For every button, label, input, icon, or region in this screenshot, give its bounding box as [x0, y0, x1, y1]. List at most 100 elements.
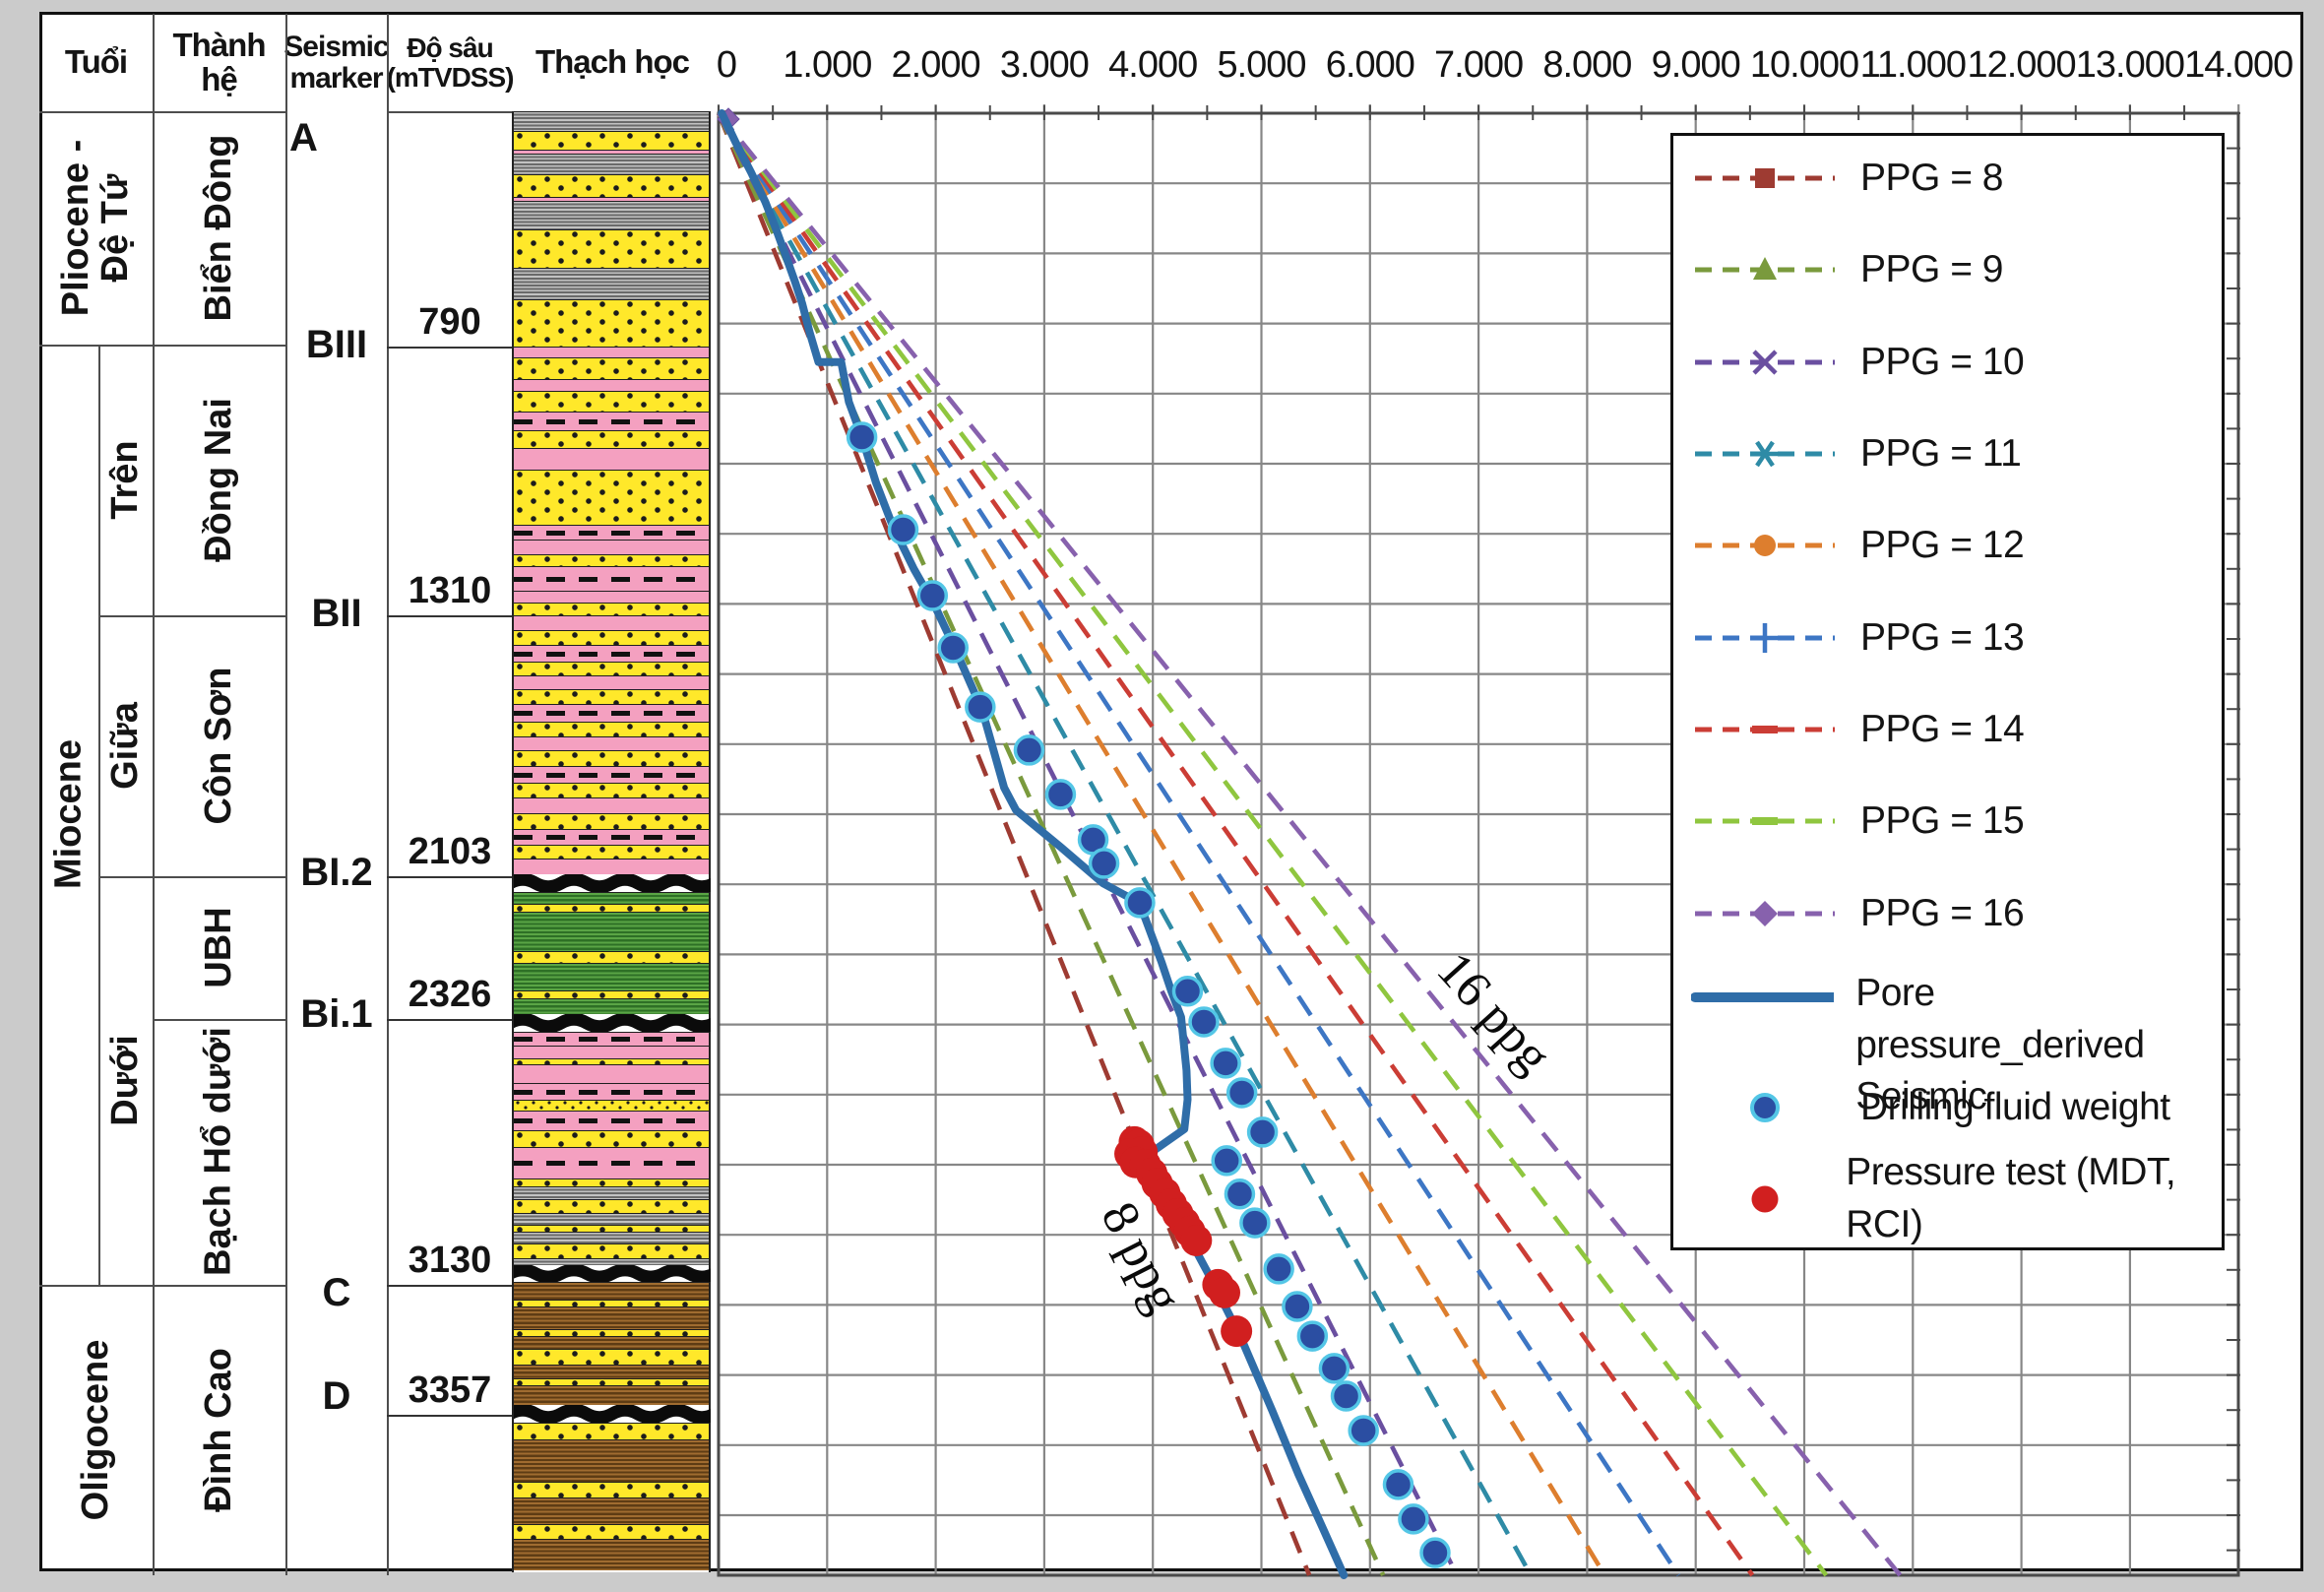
litho-band-pinkdash: [514, 766, 709, 783]
unconformity-wave: [514, 1014, 711, 1032]
litho-band-gray: [514, 1258, 709, 1265]
legend-item-ppg-8: PPG = 8: [1691, 149, 2004, 208]
litho-band-pinkdash: [514, 1147, 709, 1178]
ppg-line-12: [717, 111, 1607, 1577]
depth-2103: 2103: [408, 831, 492, 872]
litho-band-brown: [514, 1306, 709, 1329]
legend-item-pressure-test-mdt-rci-: Pressure test (MDT, RCI): [1691, 1151, 2222, 1245]
header-age: Tuổi: [64, 43, 128, 81]
divider: [98, 345, 100, 1285]
litho-band-sand: [514, 1058, 709, 1064]
legend-symbol-dash: [1695, 726, 1835, 733]
divider: [39, 111, 285, 113]
header-depth: Độ sâu (mTVDSS): [386, 32, 515, 93]
litho-band-gray: [514, 154, 709, 174]
drilling-fluid-point: [1188, 1006, 1220, 1038]
litho-band-sand: [514, 813, 709, 829]
litho-band-sand: [514, 990, 709, 998]
litho-band-pink: [514, 591, 709, 603]
ppg-line-14: [717, 111, 1755, 1577]
litho-band-pink: [514, 448, 709, 470]
litho-band-pinkdash: [514, 1111, 709, 1130]
litho-band-sand: [514, 689, 709, 704]
litho-band-pinkdash: [514, 566, 709, 591]
marker-C: C: [322, 1271, 351, 1314]
legend-symbol-square: [1695, 168, 1835, 188]
drilling-fluid-point: [1088, 848, 1120, 879]
litho-band-gray: [514, 111, 709, 131]
litho-band-pink: [514, 347, 709, 357]
litho-band-pinkdash: [514, 412, 709, 430]
drilling-fluid-point: [1318, 1353, 1350, 1384]
litho-band-sand: [514, 1482, 709, 1497]
litho-band-brown: [514, 1282, 709, 1300]
drilling-fluid-point: [1296, 1320, 1329, 1352]
legend-symbol-dot-red: [1751, 1185, 1779, 1213]
divider: [98, 615, 285, 617]
legend-symbol-circle: [1695, 535, 1835, 556]
legend-symbol-triangle: [1695, 257, 1835, 280]
x-tick-label: 8.000: [1542, 44, 1631, 86]
litho-band-sand: [514, 750, 709, 766]
x-tick-label: 6.000: [1326, 44, 1414, 86]
lithology-column: [512, 111, 711, 1572]
pressure-test-point: [1180, 1224, 1213, 1256]
litho-band-pink: [514, 197, 709, 201]
depth-790: 790: [418, 301, 481, 343]
divider: [39, 1285, 285, 1287]
legend-label: PPG = 12: [1860, 523, 2025, 566]
legend-item-ppg-15: PPG = 15: [1691, 792, 2025, 851]
litho-band-brown: [514, 1439, 709, 1482]
litho-band-pink: [514, 675, 709, 689]
x-tick-label: 2.000: [892, 44, 980, 86]
litho-band-pink: [514, 379, 709, 391]
drilling-fluid-point: [1348, 1415, 1379, 1446]
marker-Bi1: Bi.1: [300, 992, 373, 1036]
litho-band-sand: [514, 1423, 709, 1439]
litho-band-pinkdash: [514, 704, 709, 722]
legend-label: PPG = 10: [1860, 340, 2025, 383]
marker-BII: BII: [311, 592, 362, 635]
marker-A: A: [289, 116, 318, 159]
litho-band-sand: [514, 554, 709, 566]
x-tick-label: 5.000: [1217, 44, 1305, 86]
legend-label: PPG = 8: [1860, 156, 2004, 199]
legend-label: PPG = 13: [1860, 615, 2025, 659]
legend-label: PPG = 15: [1860, 798, 2025, 842]
x-tick-label: 14.000: [2184, 44, 2293, 86]
litho-band-sand: [514, 357, 709, 379]
legend-symbol-line: [1691, 992, 1835, 1002]
drilling-fluid-point: [1211, 1145, 1242, 1177]
ppg-line-15: [717, 111, 1829, 1577]
litho-band-pink: [514, 859, 709, 874]
divider: [98, 876, 285, 878]
litho-band-pink: [514, 736, 709, 750]
litho-band-sand: [514, 1199, 709, 1213]
litho-band-brown: [514, 1336, 709, 1349]
x-tick-label: 12.000: [1967, 44, 2075, 86]
depth-3130: 3130: [408, 1240, 492, 1281]
legend-label: PPG = 14: [1860, 707, 2025, 750]
ppg-line-13: [717, 111, 1681, 1577]
litho-band-sand: [514, 131, 709, 150]
x-tick-label: 13.000: [2076, 44, 2184, 86]
legend-item-drilling-fluid-weight: Drilling fluid weight: [1691, 1078, 2170, 1137]
litho-band-sand: [514, 603, 709, 615]
legend-item-ppg-12: PPG = 12: [1691, 516, 2025, 575]
depth-line-2103: [387, 876, 513, 878]
litho-band-sand: [514, 1524, 709, 1539]
litho-band-pinkdash: [514, 645, 709, 662]
litho-band-sand: [514, 722, 709, 736]
legend-item-pore-pressure-derived: Pore pressure_derived Seismic: [1691, 968, 2222, 1117]
litho-band-sand: [514, 1178, 709, 1186]
litho-band-sandfine: [514, 1100, 709, 1111]
litho-band-sand: [514, 174, 709, 197]
litho-band-gray: [514, 201, 709, 229]
drilling-fluid-point: [887, 514, 919, 545]
litho-band-wavy: [514, 874, 711, 892]
litho-band-pinkdash: [514, 1032, 709, 1046]
pressure-test-point: [1221, 1315, 1253, 1348]
drilling-fluid-point: [1263, 1253, 1294, 1285]
drilling-fluid-point: [1224, 1178, 1256, 1210]
litho-band-pinkdash: [514, 1083, 709, 1100]
